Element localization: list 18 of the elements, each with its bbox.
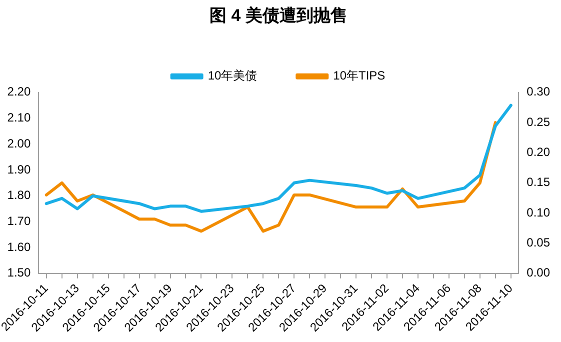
- y2-tick-label: 0.10: [526, 205, 550, 220]
- y-tick-label: 1.50: [7, 266, 31, 280]
- legend-label: 10年TIPS: [333, 68, 386, 83]
- y-tick-label: 1.90: [7, 162, 31, 176]
- y-tick-label: 2.00: [7, 136, 31, 150]
- y-tick-label: 1.80: [7, 188, 31, 202]
- y-tick-label: 1.70: [7, 214, 31, 228]
- y2-tick-label: 0.05: [526, 236, 550, 250]
- y-tick-label: 2.10: [7, 110, 31, 125]
- y-tick-label: 1.60: [7, 240, 31, 254]
- y2-tick-label: 0.30: [526, 84, 550, 99]
- legend-label: 10年美债: [208, 68, 258, 83]
- y-tick-label: 2.20: [7, 84, 31, 99]
- chart-title: 图 4 美债遭到抛售: [210, 6, 348, 25]
- y2-tick-label: 0.20: [526, 145, 550, 160]
- y2-tick-label: 0.15: [526, 175, 550, 190]
- y2-tick-label: 0.25: [526, 114, 550, 129]
- y2-tick-label: 0.00: [526, 266, 550, 280]
